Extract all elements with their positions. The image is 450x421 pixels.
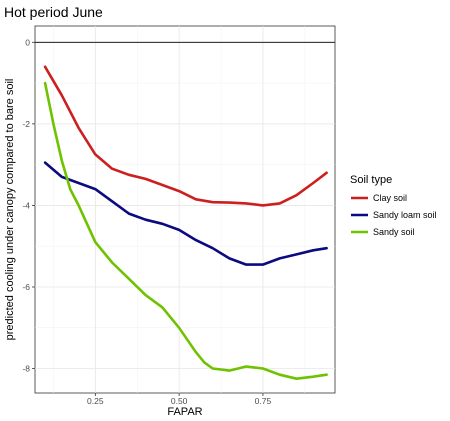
x-axis-ticks: 0.25 0.50 0.75 bbox=[87, 393, 271, 406]
y-axis-ticks: 0 -2 -4 -6 -8 bbox=[22, 37, 35, 374]
series-line-sandy-loam-soil bbox=[43, 161, 328, 266]
x-tick-label: 0.25 bbox=[87, 396, 104, 406]
plot-border bbox=[34, 25, 336, 394]
series-line-clay-soil bbox=[43, 65, 328, 207]
legend-label-sandy-soil: Sandy soil bbox=[373, 227, 415, 237]
x-tick-label: 0.75 bbox=[255, 396, 272, 406]
grid-lines bbox=[35, 26, 335, 393]
x-axis-title: FAPAR bbox=[167, 406, 202, 418]
chart-title: Hot period June bbox=[4, 4, 103, 20]
series-lines bbox=[43, 65, 328, 381]
legend-title: Soil type bbox=[350, 174, 392, 186]
y-tick-label: -8 bbox=[22, 364, 30, 374]
legend-items: Clay soil Sandy loam soil Sandy soil bbox=[351, 193, 437, 237]
y-tick-label: 0 bbox=[25, 37, 30, 47]
y-tick-label: -2 bbox=[22, 119, 30, 129]
legend: Soil type Clay soil Sandy loam soil Sandy … bbox=[350, 174, 437, 237]
legend-label-sandy-loam-soil: Sandy loam soil bbox=[373, 210, 437, 220]
series-line-sandy-soil bbox=[43, 81, 328, 381]
x-tick-label: 0.50 bbox=[171, 396, 188, 406]
plot-panel bbox=[34, 25, 336, 394]
y-tick-label: -4 bbox=[22, 200, 30, 210]
legend-label-clay-soil: Clay soil bbox=[373, 193, 407, 203]
y-tick-label: -6 bbox=[22, 282, 30, 292]
y-axis-title: predicted cooling under canopy compared … bbox=[4, 79, 16, 341]
